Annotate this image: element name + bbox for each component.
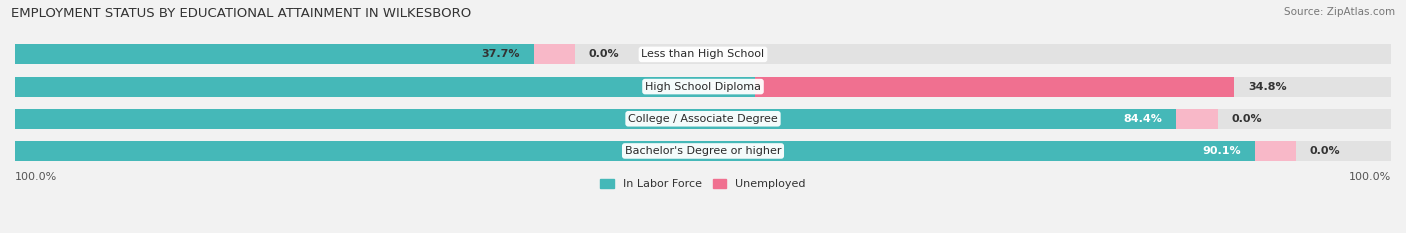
Text: 0.0%: 0.0% [589, 49, 620, 59]
Bar [534, 45, 575, 64]
Legend: In Labor Force, Unemployed: In Labor Force, Unemployed [596, 175, 810, 194]
Text: 100.0%: 100.0% [15, 172, 58, 182]
Bar [15, 77, 1391, 96]
Bar [1254, 141, 1296, 161]
Text: Source: ZipAtlas.com: Source: ZipAtlas.com [1284, 7, 1395, 17]
Bar [15, 141, 1391, 161]
Bar [15, 77, 755, 96]
Text: Bachelor's Degree or higher: Bachelor's Degree or higher [624, 146, 782, 156]
Text: 34.8%: 34.8% [1249, 82, 1286, 92]
Bar [15, 141, 1254, 161]
Text: College / Associate Degree: College / Associate Degree [628, 114, 778, 124]
Text: 37.7%: 37.7% [481, 49, 520, 59]
Bar [15, 109, 1391, 129]
Text: 84.4%: 84.4% [1123, 114, 1163, 124]
Text: 100.0%: 100.0% [1348, 172, 1391, 182]
Bar [15, 45, 1391, 64]
Bar [755, 77, 1234, 96]
Text: High School Diploma: High School Diploma [645, 82, 761, 92]
Bar [15, 109, 1177, 129]
Text: 0.0%: 0.0% [1232, 114, 1263, 124]
Text: Less than High School: Less than High School [641, 49, 765, 59]
Text: 0.0%: 0.0% [1310, 146, 1340, 156]
Text: 90.1%: 90.1% [1202, 146, 1241, 156]
Text: EMPLOYMENT STATUS BY EDUCATIONAL ATTAINMENT IN WILKESBORO: EMPLOYMENT STATUS BY EDUCATIONAL ATTAINM… [11, 7, 471, 20]
Bar [1177, 109, 1218, 129]
Bar [15, 45, 534, 64]
Text: 53.8%: 53.8% [703, 82, 741, 92]
